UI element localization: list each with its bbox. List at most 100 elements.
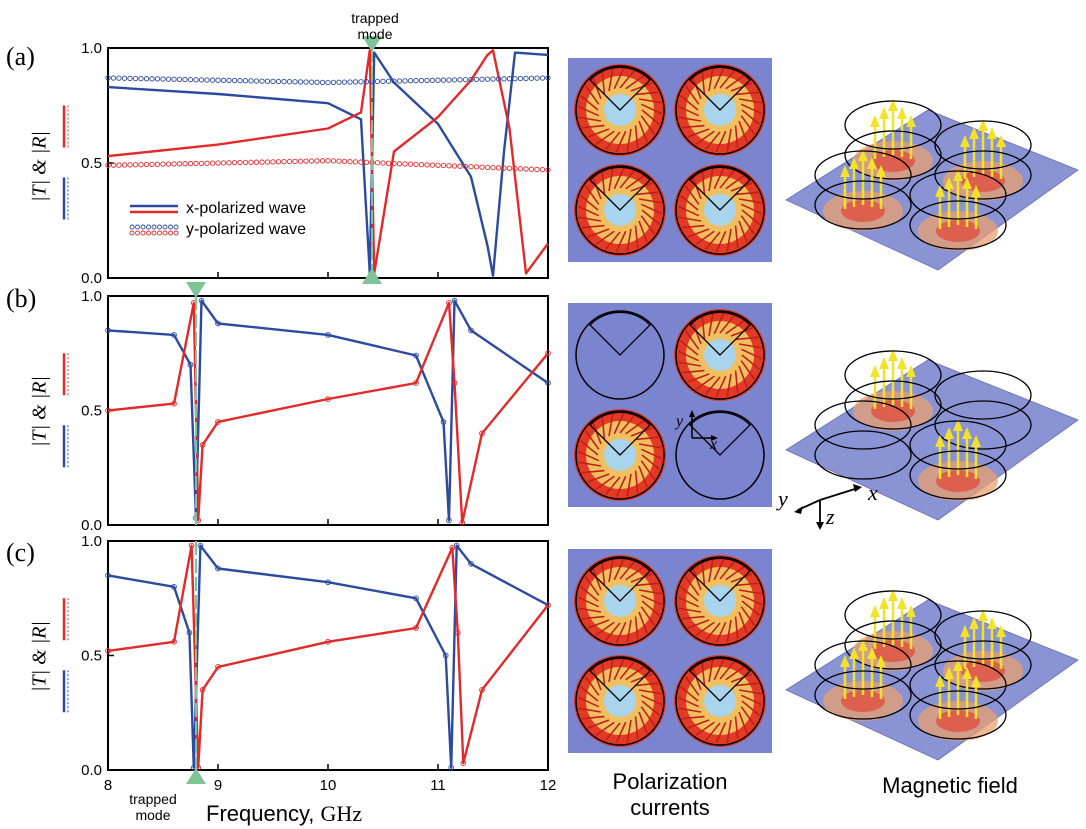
- legend-y-R-marker: [151, 230, 157, 236]
- current-arrow: [634, 470, 639, 494]
- series-line-R: [107, 49, 549, 275]
- current-arrow: [604, 722, 621, 741]
- legend-y-T-marker: [168, 224, 173, 230]
- data-marker: [325, 396, 331, 402]
- current-arrow: [715, 130, 727, 153]
- field-core: [871, 150, 915, 172]
- y-pol-marker: [407, 78, 414, 84]
- resonator-ring: [814, 180, 912, 230]
- sector-outline: [589, 166, 651, 211]
- current-arrow: [741, 354, 760, 371]
- x-tick-label: 8: [104, 777, 112, 794]
- data-marker: [325, 638, 331, 645]
- y-pol-marker: [149, 76, 155, 82]
- current-arrow: [580, 685, 599, 702]
- y-tick-label: 0.5: [81, 403, 102, 420]
- ring-outline: [675, 656, 765, 746]
- current-arrow: [595, 721, 615, 737]
- current-arrow: [713, 658, 725, 681]
- legend-y-T-marker: [157, 224, 162, 230]
- current-arrow: [680, 339, 699, 356]
- y-pol-marker: [187, 160, 194, 167]
- current-arrow: [730, 673, 753, 683]
- axis3d-z: z: [826, 504, 835, 529]
- current-arrow: [730, 82, 753, 92]
- y-pol-marker: [413, 161, 419, 168]
- y-pol-marker: [116, 75, 122, 81]
- sector-outline: [589, 657, 651, 702]
- y-pol-marker: [363, 79, 370, 85]
- current-arrow: [615, 475, 627, 498]
- current-arrow: [735, 336, 759, 341]
- ring-outline: [675, 410, 765, 500]
- y-pol-marker: [451, 163, 458, 169]
- y-pol-marker: [149, 161, 155, 168]
- series-line-R: [107, 544, 549, 769]
- y-pol-marker: [534, 75, 540, 81]
- current-arrow: [587, 719, 610, 729]
- y-pol-marker: [292, 158, 298, 165]
- y-pol-marker: [105, 75, 111, 81]
- current-arrow: [738, 689, 762, 695]
- y-pol-marker: [154, 161, 161, 167]
- y-axis-label-b: |T| & |R|: [28, 376, 51, 447]
- y-pol-marker: [160, 76, 166, 82]
- y-pol-marker: [396, 78, 403, 84]
- current-arrow: [677, 596, 700, 608]
- field-arrowhead: [888, 589, 898, 601]
- y-pol-marker: [468, 164, 474, 170]
- current-arrow: [640, 103, 663, 115]
- current-arrow: [692, 568, 702, 591]
- y-pol-marker: [193, 77, 199, 83]
- sector-outline: [589, 66, 651, 111]
- field-arrowhead: [944, 427, 954, 439]
- field-core: [871, 640, 915, 662]
- resonator-ring: [934, 150, 1032, 200]
- legend-y-R-marker: [135, 230, 140, 236]
- current-arrow: [581, 124, 605, 129]
- y-pol-marker: [330, 79, 337, 86]
- y-pol-marker: [435, 162, 441, 168]
- y-pol-marker: [198, 77, 205, 83]
- field-arrowhead: [858, 149, 868, 161]
- field-arrowhead: [870, 605, 880, 617]
- resonator-ring: [844, 130, 942, 180]
- current-ring: [574, 555, 666, 647]
- ring-outline: [575, 65, 665, 155]
- current-arrow: [741, 600, 760, 617]
- y-pol-marker: [473, 76, 480, 83]
- y-tick-label: 0.0: [81, 517, 102, 534]
- y-pol-marker: [319, 158, 326, 164]
- current-arrow: [692, 322, 702, 345]
- x-axis-title-unit: GHz: [320, 801, 363, 826]
- current-arrow: [592, 568, 602, 591]
- legend-y-T-marker: [135, 224, 140, 230]
- current-arrow: [695, 230, 715, 246]
- data-marker: [171, 400, 177, 407]
- plot-frame: [107, 295, 549, 526]
- current-arrow: [640, 606, 656, 626]
- y-pol-marker: [440, 77, 447, 83]
- current-arrow: [701, 171, 706, 195]
- y-pol-marker: [264, 159, 271, 165]
- axis3d-x: x: [868, 480, 878, 505]
- ring-outline: [575, 165, 665, 255]
- data-marker: [449, 545, 456, 551]
- current-arrow: [726, 373, 732, 397]
- current-arrow: [725, 174, 745, 190]
- y-pol-marker: [116, 162, 122, 168]
- current-arrow: [692, 668, 702, 691]
- current-arrow: [730, 573, 753, 583]
- current-arrow: [608, 659, 614, 683]
- y-pol-marker: [330, 158, 337, 164]
- field-arrowhead: [960, 625, 970, 637]
- current-arrow: [630, 573, 653, 583]
- current-arrow: [684, 330, 700, 350]
- panel-letter-b: (b): [6, 284, 37, 313]
- trapped-mode-marker-bottom: [186, 768, 206, 784]
- field-arrowhead: [906, 605, 916, 617]
- current-arrow: [738, 589, 762, 595]
- current-arrow: [725, 319, 745, 335]
- caption-magnetic-field: Magnetic field: [882, 773, 1018, 798]
- field-arrowhead: [906, 365, 916, 377]
